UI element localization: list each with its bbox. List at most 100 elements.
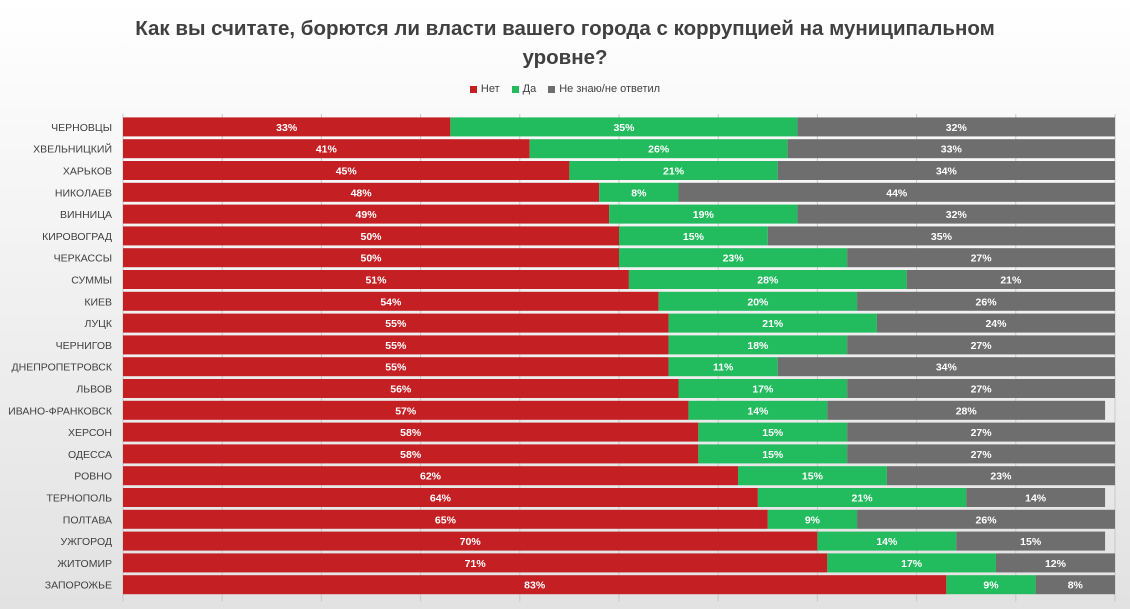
category-label: ПОЛТАВА [63, 514, 112, 526]
bar-segment-dont-know [678, 182, 1115, 202]
data-label-yes: 21% [852, 493, 874, 505]
category-label: ЧЕРНОВЦЫ [51, 122, 112, 134]
data-label-yes: 21% [762, 318, 784, 330]
data-label-dont-know: 8% [1068, 580, 1084, 592]
bar-segment-yes [946, 575, 1036, 595]
legend-item-no: Нет [469, 83, 500, 95]
data-label-no: 55% [385, 318, 407, 330]
bar-segment-dont-know [787, 139, 1115, 159]
legend-item-yes: Да [511, 83, 536, 95]
data-label-dont-know: 32% [946, 122, 968, 134]
bar-segment-yes [668, 313, 877, 333]
data-label-no: 58% [400, 449, 422, 461]
bar-segment-yes [678, 379, 848, 398]
bar-segment-yes [599, 182, 679, 202]
bar-segment-no [123, 575, 947, 595]
data-label-dont-know: 15% [1020, 536, 1042, 548]
bar-segment-no [123, 270, 629, 289]
bar-segment-yes [757, 488, 967, 507]
data-label-no: 57% [395, 405, 417, 417]
data-label-dont-know: 27% [971, 340, 993, 352]
data-label-no: 55% [385, 362, 407, 374]
bar-segment-no [123, 422, 699, 442]
bar-segment-dont-know [767, 226, 1115, 246]
bar-segment-yes [767, 509, 858, 529]
category-label: СУММЫ [71, 275, 112, 287]
category-label: КИРОВОГРАД [42, 231, 112, 243]
data-label-no: 55% [385, 340, 407, 352]
data-label-yes: 15% [802, 471, 824, 483]
data-label-dont-know: 33% [941, 144, 963, 156]
data-label-dont-know: 26% [976, 514, 998, 526]
data-label-no: 51% [365, 275, 387, 287]
data-label-yes: 18% [747, 340, 769, 352]
bar-segment-yes [668, 335, 848, 355]
data-label-dont-know: 21% [1000, 275, 1022, 287]
category-label: КИЕВ [84, 296, 112, 308]
legend-swatch-yes [511, 85, 519, 93]
data-label-no: 70% [460, 536, 482, 548]
data-label-yes: 17% [901, 558, 923, 570]
bar-segment-yes [529, 139, 788, 159]
data-label-yes: 19% [693, 209, 715, 221]
category-label: РОВНО [74, 471, 112, 483]
data-label-dont-know: 27% [971, 449, 993, 461]
data-label-no: 49% [356, 209, 378, 221]
bar-segment-dont-know [966, 488, 1106, 507]
category-label: ВИННИЦА [60, 209, 112, 221]
category-label: ОДЕССА [68, 449, 112, 461]
data-label-yes: 11% [713, 362, 734, 374]
bar-segment-dont-know [847, 379, 1115, 398]
bar-segment-no [123, 509, 768, 529]
category-label: ЗАПОРОЖЬЕ [45, 580, 112, 592]
bar-segment-no [123, 466, 739, 486]
data-label-yes: 9% [983, 580, 999, 592]
legend-swatch-dont-know [548, 85, 556, 93]
category-label: УЖГОРОД [61, 536, 112, 548]
legend-label-dont-know: Не знаю/не ответил [559, 83, 661, 95]
category-label: ИВАНО-ФРАНКОВСК [8, 405, 113, 417]
data-label-dont-know: 26% [976, 296, 998, 308]
data-label-dont-know: 12% [1045, 558, 1067, 570]
data-label-yes: 21% [663, 166, 685, 178]
category-label: ХВЕЛЬНИЦКИЙ [33, 143, 112, 156]
category-label: ЛУЦК [85, 318, 113, 330]
data-label-no: 33% [276, 122, 298, 134]
data-label-yes: 15% [683, 231, 705, 243]
bar-segment-no [123, 248, 619, 268]
data-label-no: 83% [524, 580, 546, 592]
data-label-dont-know: 27% [971, 253, 993, 265]
data-label-no: 71% [465, 558, 487, 570]
category-label: ХАРЬКОВ [63, 166, 112, 178]
data-label-no: 48% [351, 187, 373, 199]
bar-segment-dont-know [886, 466, 1115, 486]
data-label-dont-know: 14% [1025, 493, 1047, 505]
data-label-no: 41% [316, 144, 338, 156]
data-label-yes: 35% [613, 122, 635, 134]
chart-legend: Нет Да Не знаю/не ответил [0, 83, 1130, 95]
data-label-no: 65% [435, 514, 457, 526]
data-label-dont-know: 34% [936, 362, 958, 374]
category-label: ТЕРНОПОЛЬ [46, 493, 112, 505]
bar-segment-dont-know [847, 422, 1115, 442]
data-label-dont-know: 23% [990, 471, 1012, 483]
bar-segment-no [123, 379, 679, 398]
bar-segment-dont-know [906, 270, 1115, 289]
data-label-no: 50% [360, 253, 382, 265]
bar-segment-no [123, 488, 758, 507]
bar-segment-no [123, 357, 669, 377]
bar-segment-yes [688, 400, 828, 420]
category-label: ЧЕРКАССЫ [54, 253, 112, 265]
bar-segment-yes [827, 553, 996, 573]
bar-segment-no [123, 182, 600, 202]
bar-segment-no [123, 117, 451, 137]
category-label: ЧЕРНИГОВ [56, 340, 112, 352]
bar-segment-no [123, 531, 818, 551]
bar-segment-yes [628, 270, 907, 289]
data-label-no: 62% [420, 471, 442, 483]
data-label-yes: 23% [723, 253, 745, 265]
data-label-dont-know: 32% [946, 209, 968, 221]
data-label-dont-know: 34% [936, 166, 958, 178]
data-label-no: 56% [390, 384, 412, 396]
category-label: ДНЕПРОПЕТРОВСК [12, 362, 113, 374]
